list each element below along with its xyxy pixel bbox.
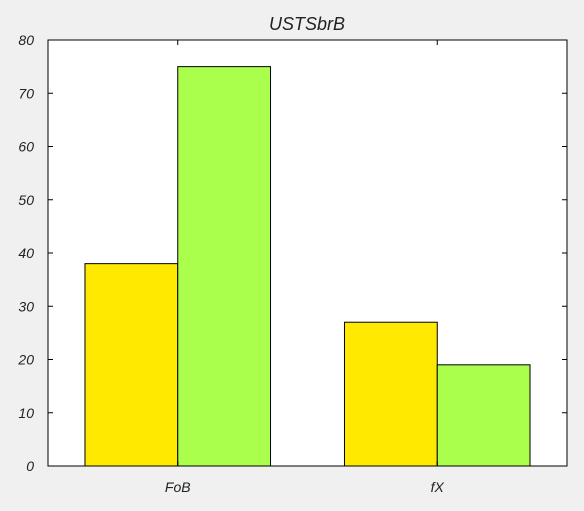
y-tick-label: 50 bbox=[18, 192, 34, 208]
bar-FoB-series-2 bbox=[177, 66, 272, 467]
y-tick-label: 30 bbox=[18, 298, 34, 314]
x-tick-label: FoB bbox=[165, 479, 191, 495]
y-tick-label: 40 bbox=[18, 245, 34, 261]
y-axis: 0 10 20 30 40 50 60 70 80 bbox=[17, 32, 567, 474]
y-tick-label: 0 bbox=[26, 458, 34, 474]
x-tick-label: fX bbox=[431, 479, 445, 495]
y-tick-label: 10 bbox=[18, 405, 34, 421]
bar-FoB-series-1 bbox=[84, 263, 179, 467]
y-tick-label: 60 bbox=[18, 139, 34, 155]
bars-layer bbox=[84, 66, 531, 467]
y-tick-label: 20 bbox=[17, 352, 34, 368]
bar-fX-series-1 bbox=[343, 321, 438, 467]
y-tick-label: 80 bbox=[18, 32, 34, 48]
x-axis: FoB fX bbox=[165, 40, 445, 495]
chart-title: USTSbrB bbox=[269, 14, 345, 34]
y-tick-label: 70 bbox=[18, 85, 34, 101]
bar-fX-series-2 bbox=[436, 364, 531, 467]
